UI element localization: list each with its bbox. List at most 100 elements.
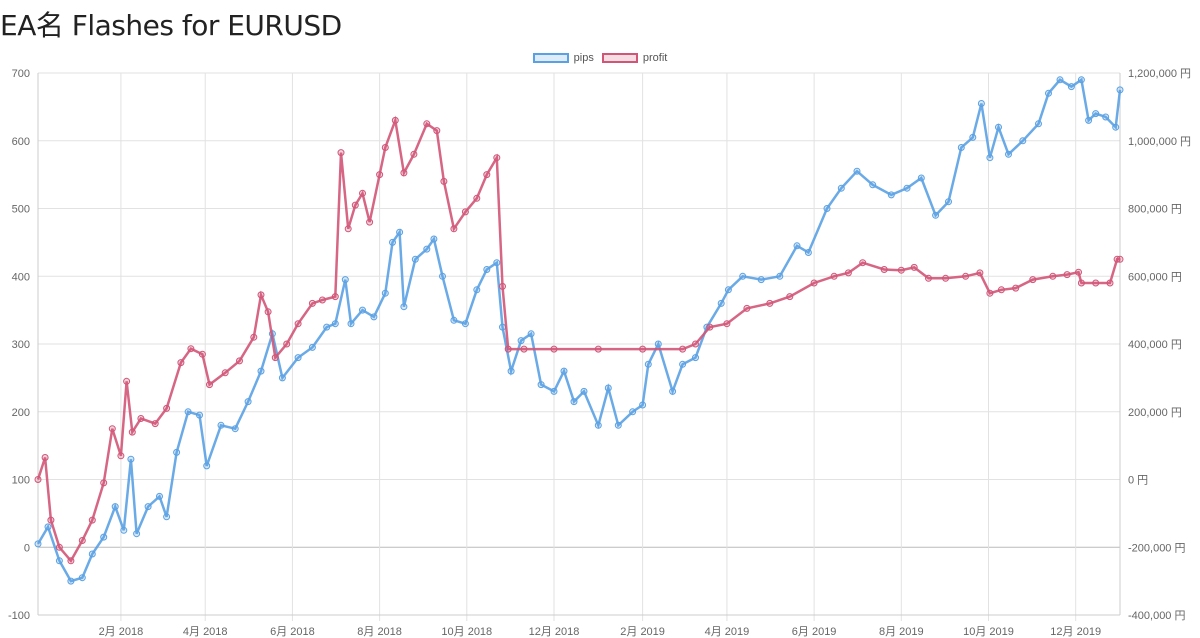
x-tick-label: 8月 2019: [879, 626, 924, 638]
data-point-pips: [507, 367, 515, 375]
data-point-profit: [976, 269, 984, 277]
y-right-tick-label: 800,000 円: [1128, 204, 1182, 216]
data-point-pips: [639, 401, 647, 409]
data-point-profit: [410, 150, 418, 158]
data-point-pips: [629, 408, 637, 416]
y-left-tick-label: 200: [12, 407, 30, 419]
data-point-profit: [743, 304, 751, 312]
data-point-profit: [440, 177, 448, 185]
data-point-profit: [308, 299, 316, 307]
data-point-profit: [177, 359, 185, 367]
y-left-tick-label: 400: [12, 271, 30, 283]
data-point-pips: [88, 550, 96, 558]
data-point-pips: [804, 249, 812, 256]
data-point-pips: [44, 523, 52, 531]
data-point-profit: [473, 194, 481, 202]
data-point-pips: [1092, 110, 1100, 118]
data-point-pips: [341, 276, 349, 284]
data-point-pips: [439, 272, 446, 280]
data-point-pips: [217, 421, 225, 429]
data-point-pips: [644, 360, 652, 368]
data-point-profit: [859, 259, 867, 267]
data-point-profit: [1092, 279, 1100, 287]
data-point-pips: [1056, 76, 1064, 84]
data-point-profit: [55, 543, 63, 551]
data-point-pips: [580, 387, 588, 395]
data-point-pips: [430, 235, 438, 243]
data-point-profit: [34, 476, 42, 483]
data-point-profit: [294, 320, 302, 328]
legend-item-pips[interactable]: pips: [532, 52, 594, 64]
data-point-pips: [423, 245, 431, 253]
x-tick-label: 4月 2019: [705, 626, 750, 638]
data-point-profit: [461, 208, 469, 216]
data-point-profit: [257, 291, 265, 299]
data-point-profit: [400, 169, 408, 177]
data-point-profit: [78, 537, 86, 544]
data-point-pips: [1077, 76, 1085, 84]
data-point-pips: [1067, 83, 1075, 91]
data-point-pips: [717, 299, 725, 307]
data-point-pips: [1035, 120, 1042, 128]
data-point-pips: [400, 303, 408, 311]
data-point-pips: [945, 198, 952, 206]
data-point-pips: [1116, 86, 1124, 94]
x-tick-label: 12月 2019: [1050, 626, 1101, 638]
data-point-profit: [117, 452, 125, 460]
data-point-pips: [823, 205, 831, 212]
data-point-profit: [221, 369, 229, 377]
series-profit: [34, 115, 1124, 565]
y-left-tick-label: 300: [12, 339, 30, 351]
data-point-pips: [120, 526, 128, 534]
data-point-pips: [570, 398, 578, 406]
data-point-pips: [244, 398, 252, 406]
data-point-pips: [396, 228, 404, 236]
data-point-pips: [776, 272, 784, 280]
data-point-profit: [692, 340, 699, 348]
data-point-profit: [376, 171, 384, 179]
data-point-pips: [411, 255, 419, 263]
y-right-tick-label: 0 円: [1128, 475, 1148, 487]
data-point-pips: [724, 286, 732, 294]
data-point-profit: [1077, 279, 1085, 287]
data-point-profit: [123, 377, 131, 385]
data-point-profit: [67, 557, 75, 565]
data-point-pips: [196, 411, 203, 419]
data-point-pips: [163, 513, 171, 521]
data-point-pips: [67, 577, 75, 585]
x-tick-label: 10月 2019: [963, 626, 1014, 638]
x-tick-label: 8月 2018: [357, 626, 402, 638]
data-point-profit: [1075, 268, 1082, 276]
y-left-tick-label: -100: [8, 610, 30, 622]
series-pips: [34, 76, 1124, 585]
data-point-profit: [250, 333, 258, 341]
y-right-tick-label: 400,000 円: [1128, 339, 1182, 351]
data-point-pips: [203, 462, 211, 470]
y-left-tick-label: 0: [24, 542, 30, 554]
data-point-profit: [880, 266, 888, 273]
data-point-profit: [679, 345, 687, 353]
data-point-profit: [423, 120, 431, 128]
data-point-pips: [527, 330, 535, 338]
legend-item-profit[interactable]: profit: [601, 52, 667, 64]
y-left-tick-label: 700: [12, 68, 30, 80]
data-point-profit: [786, 293, 794, 301]
data-point-profit: [187, 345, 195, 353]
data-point-profit: [359, 189, 366, 197]
data-point-profit: [1063, 271, 1071, 279]
data-point-profit: [337, 149, 345, 157]
y-left-tick-label: 600: [12, 136, 30, 148]
data-point-pips: [1019, 137, 1027, 145]
data-point-pips: [359, 306, 366, 314]
data-point-profit: [100, 479, 108, 487]
data-point-profit: [810, 279, 818, 287]
data-point-pips: [473, 286, 481, 294]
y-right-tick-label: -400,000 円: [1128, 610, 1185, 622]
data-point-pips: [917, 174, 925, 182]
data-point-profit: [925, 274, 932, 282]
x-tick-label: 2月 2019: [620, 626, 665, 638]
data-point-profit: [962, 272, 970, 280]
data-point-pips: [669, 387, 677, 395]
data-point-pips: [654, 340, 662, 348]
data-point-pips: [1045, 89, 1052, 97]
